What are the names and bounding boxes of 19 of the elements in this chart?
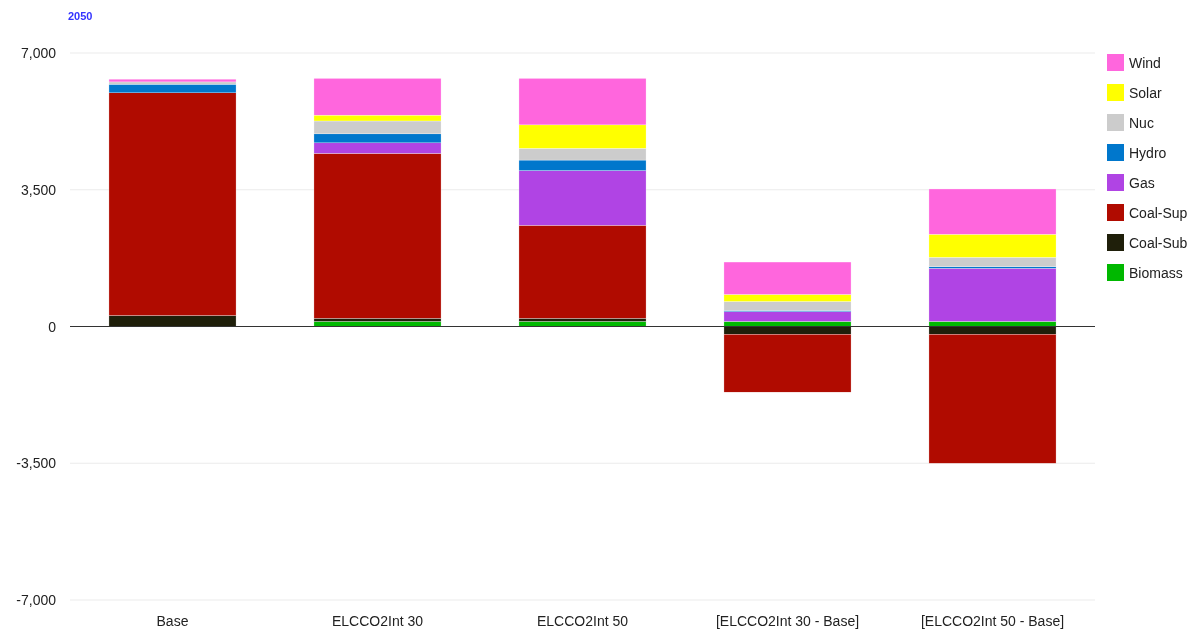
- x-tick-label: ELCCO2Int 30: [331, 613, 424, 629]
- legend-label: Coal-Sup: [1129, 205, 1188, 221]
- x-tick-label: Base: [156, 613, 189, 629]
- y-tick-label: 0: [48, 318, 57, 335]
- y-tick-label: -3,500: [16, 455, 57, 472]
- legend-label: Nuc: [1129, 115, 1154, 131]
- x-tick-label: ELCCO2Int 50: [536, 613, 629, 629]
- legend-label: Solar: [1129, 85, 1163, 101]
- y-tick-label: 3,500: [20, 181, 57, 198]
- x-tick-label: [ELCCO2Int 50 - Base]: [920, 613, 1065, 629]
- legend-label: Gas: [1129, 175, 1155, 191]
- legend-label: Coal-Sub: [1129, 235, 1188, 251]
- x-tick-label: [ELCCO2Int 30 - Base]: [715, 613, 860, 629]
- legend-label: Hydro: [1129, 145, 1167, 161]
- legend-label: Biomass: [1129, 265, 1183, 281]
- legend-label: Wind: [1129, 55, 1161, 71]
- chart-title: 2050: [68, 10, 93, 22]
- y-tick-label: -7,000: [16, 592, 57, 608]
- y-tick-label: 7,000: [20, 45, 57, 61]
